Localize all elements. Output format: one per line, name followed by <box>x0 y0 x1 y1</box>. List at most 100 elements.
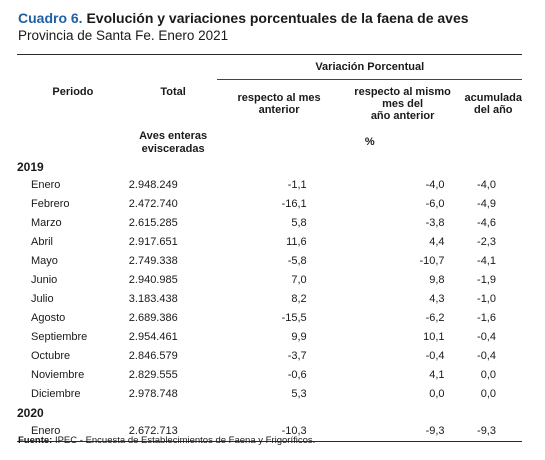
variacion-mes-cell: 8,2 <box>291 293 307 305</box>
unit-total-line-2: evisceradas <box>141 142 205 155</box>
variacion-mes-cell: -0,6 <box>287 369 307 381</box>
month-cell: Febrero <box>31 198 70 210</box>
variacion-mes-cell: 11,6 <box>286 236 307 248</box>
variacion-mes-cell: 7,0 <box>291 274 307 286</box>
total-cell: 3.183.438 <box>128 293 178 305</box>
variacion-mes-cell: -5,8 <box>287 255 307 267</box>
variacion-anio-cell: 0,0 <box>429 388 445 400</box>
table-row: Septiembre 2.954.461 9,9 10,1 -0,4 <box>17 328 522 347</box>
variacion-mes-cell: 9,9 <box>291 331 307 343</box>
table-title-text: Evolución y variaciones porcentuales de … <box>82 10 469 26</box>
table-row: Agosto 2.689.386 -15,5 -6,2 -1,6 <box>17 309 522 328</box>
variacion-anio-cell: -0,4 <box>425 350 445 362</box>
header-mismo-mes-line-1: respecto al mismo <box>354 85 451 98</box>
table-row: Diciembre 2.978.748 5,3 0,0 0,0 <box>17 385 522 404</box>
header-variacion: Variación Porcentual <box>217 54 522 80</box>
table-row: Enero 2.948.249 -1,1 -4,0 -4,0 <box>17 176 522 195</box>
acumulada-cell: -1,0 <box>477 293 496 305</box>
header-periodo: Periodo <box>17 54 129 128</box>
table-row: Junio 2.940.985 7,0 9,8 -1,9 <box>17 271 522 290</box>
month-cell: Enero <box>17 421 129 442</box>
variacion-anio-cell: -9,3 <box>340 421 465 442</box>
variacion-mes-cell: -10,3 <box>217 421 341 442</box>
month-cell: Octubre <box>31 350 71 362</box>
variacion-anio-cell: -10,7 <box>419 255 445 267</box>
header-mes-anterior: respecto al mes anterior <box>217 80 340 128</box>
unit-total-line-1: Aves enteras <box>139 129 208 142</box>
table-row: Enero 2.672.713 -10,3 -9,3 -9,3 <box>17 421 522 442</box>
header-acumulada: acumulada del año <box>465 80 522 128</box>
month-cell: Julio <box>31 293 54 305</box>
month-cell: Agosto <box>31 312 66 324</box>
units-empty <box>17 128 129 158</box>
total-cell: 2.948.249 <box>128 179 178 191</box>
units-row: Aves enteras evisceradas % <box>17 128 522 158</box>
variacion-anio-cell: -4,0 <box>425 179 445 191</box>
month-cell: Junio <box>31 274 58 286</box>
acumulada-cell: -9,3 <box>464 421 522 442</box>
acumulada-cell: -4,9 <box>477 198 496 210</box>
source-text: IPEC - Encuesta de Establecimientos de F… <box>52 435 316 446</box>
total-cell: 2.829.555 <box>128 369 178 381</box>
month-cell: Mayo <box>31 255 58 267</box>
total-cell: 2.940.985 <box>128 274 178 286</box>
total-cell: 2.672.713 <box>128 421 218 442</box>
acumulada-cell: -4,6 <box>477 217 496 229</box>
variacion-anio-cell: 4,1 <box>429 369 445 381</box>
total-cell: 2.749.338 <box>128 255 178 267</box>
total-cell: 2.846.579 <box>128 350 178 362</box>
header-total: Total <box>128 54 218 128</box>
acumulada-cell: -1,9 <box>477 274 496 286</box>
source-label: Fuente: <box>18 435 53 446</box>
total-cell: 2.615.285 <box>128 217 178 229</box>
variacion-mes-cell: -16,1 <box>281 198 307 210</box>
table-row: Marzo 2.615.285 5,8 -3,8 -4,6 <box>17 214 522 233</box>
variacion-anio-cell: 9,8 <box>429 274 445 286</box>
month-cell: Septiembre <box>31 331 88 343</box>
variacion-anio-cell: 4,4 <box>429 236 445 248</box>
year-row: 2019 <box>17 158 522 176</box>
acumulada-cell: -4,1 <box>477 255 496 267</box>
variacion-anio-cell: -6,0 <box>425 198 445 210</box>
variacion-mes-cell: -15,5 <box>281 312 307 324</box>
table-title: Cuadro 6. Evolución y variaciones porcen… <box>18 10 469 27</box>
acumulada-cell: -2,3 <box>477 236 496 248</box>
total-cell: 2.917.651 <box>128 236 178 248</box>
unit-total: Aves enteras evisceradas <box>129 128 218 158</box>
total-cell: 2.689.386 <box>128 312 178 324</box>
total-cell: 2.472.740 <box>128 198 178 210</box>
acumulada-cell: -1,6 <box>477 312 496 324</box>
month-cell: Abril <box>31 236 54 248</box>
variacion-mes-cell: 5,8 <box>291 217 307 229</box>
header-mes-anterior-line-2: anterior <box>258 103 300 116</box>
year-row: 2020 <box>17 404 522 422</box>
source-note: Fuente: IPEC - Encuesta de Establecimien… <box>18 435 315 446</box>
acumulada-cell: -4,0 <box>477 179 496 191</box>
variacion-mes-cell: 5,3 <box>291 388 307 400</box>
variacion-mes-cell: -1,1 <box>287 179 307 191</box>
variacion-anio-cell: -6,2 <box>425 312 445 324</box>
header-mismo-mes: respecto al mismo mes del año anterior <box>341 80 465 128</box>
variacion-anio-cell: 4,3 <box>429 293 445 305</box>
total-cell: 2.954.461 <box>128 331 178 343</box>
acumulada-cell: 0,0 <box>480 369 496 381</box>
variacion-anio-cell: -3,8 <box>425 217 445 229</box>
unit-percent: % <box>364 136 375 148</box>
acumulada-cell: -0,4 <box>477 350 496 362</box>
month-cell: Noviembre <box>31 369 85 381</box>
acumulada-cell: -0,4 <box>477 331 496 343</box>
year-label: 2020 <box>17 405 44 420</box>
table-row: Mayo 2.749.338 -5,8 -10,7 -4,1 <box>17 252 522 271</box>
header-mismo-mes-line-2: mes del <box>382 97 424 110</box>
header-mes-anterior-line-1: respecto al mes <box>237 91 321 104</box>
header-acumulada-line-1: acumulada <box>464 91 522 104</box>
month-cell: Marzo <box>31 217 62 229</box>
table-row: Noviembre 2.829.555 -0,6 4,1 0,0 <box>17 366 522 385</box>
month-cell: Diciembre <box>31 388 81 400</box>
title-block: Cuadro 6. Evolución y variaciones porcen… <box>18 10 469 44</box>
year-label: 2019 <box>17 159 44 174</box>
header-row-2: respecto al mes anterior respecto al mis… <box>17 80 522 128</box>
header-acumulada-line-2: del año <box>474 103 513 116</box>
header-row-1: Periodo Total Variación Porcentual <box>17 54 522 128</box>
header-mismo-mes-line-3: año anterior <box>370 109 435 122</box>
